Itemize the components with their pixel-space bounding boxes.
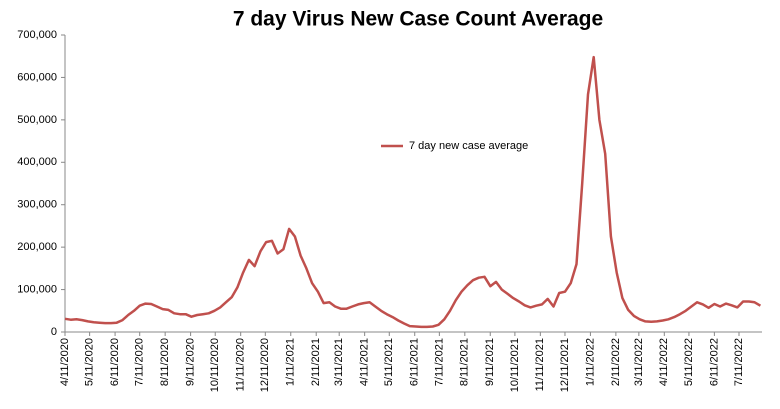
- y-tick-label: 0: [51, 326, 57, 338]
- x-tick-label: 1/11/2022: [584, 338, 596, 386]
- x-tick-label: 3/11/2022: [633, 338, 645, 386]
- x-tick-label: 4/11/2021: [359, 338, 371, 386]
- x-tick-label: 6/11/2022: [708, 338, 720, 386]
- x-tick-label: 10/11/2021: [509, 338, 521, 392]
- y-tick-label: 600,000: [17, 71, 57, 83]
- x-tick-label: 12/11/2021: [559, 338, 571, 392]
- x-tick-label: 12/11/2020: [259, 338, 271, 392]
- x-tick-label: 8/11/2020: [159, 338, 171, 386]
- x-tick-label: 7/11/2021: [433, 338, 445, 386]
- x-tick-label: 2/11/2022: [610, 338, 622, 386]
- y-tick-label: 700,000: [17, 29, 57, 41]
- x-tick-label: 4/11/2022: [658, 338, 670, 386]
- series-line: [64, 55, 762, 329]
- x-tick-label: 2/11/2021: [310, 338, 322, 386]
- x-tick-label: 1/11/2021: [285, 338, 297, 386]
- x-tick-label: 7/11/2020: [134, 338, 146, 386]
- x-tick-label: 5/11/2022: [683, 338, 695, 386]
- x-tick-label: 6/11/2020: [109, 338, 121, 386]
- x-tick-label: 8/11/2021: [459, 338, 471, 386]
- x-tick-label: 10/11/2020: [209, 338, 221, 392]
- x-tick-label: 9/11/2021: [484, 338, 496, 386]
- y-tick-label: 400,000: [17, 156, 57, 168]
- chart-title: 7 day Virus New Case Count Average: [233, 8, 603, 31]
- y-tick-label: 500,000: [17, 114, 57, 126]
- x-tick-label: 5/11/2021: [383, 338, 395, 386]
- y-tick-label: 200,000: [17, 241, 57, 253]
- x-tick-label: 6/11/2021: [409, 338, 421, 386]
- y-tick-label: 300,000: [17, 199, 57, 211]
- x-tick-label: 9/11/2020: [185, 338, 197, 386]
- y-tick-label: 100,000: [17, 283, 57, 295]
- legend-label: 7 day new case average: [409, 140, 528, 152]
- x-tick-label: 3/11/2021: [333, 338, 345, 386]
- x-tick-label: 5/11/2020: [84, 338, 96, 386]
- x-tick-label: 4/11/2020: [59, 338, 71, 386]
- x-tick-label: 7/11/2022: [733, 338, 745, 386]
- x-tick-label: 11/11/2020: [235, 338, 247, 391]
- x-tick-label: 11/11/2021: [534, 338, 546, 391]
